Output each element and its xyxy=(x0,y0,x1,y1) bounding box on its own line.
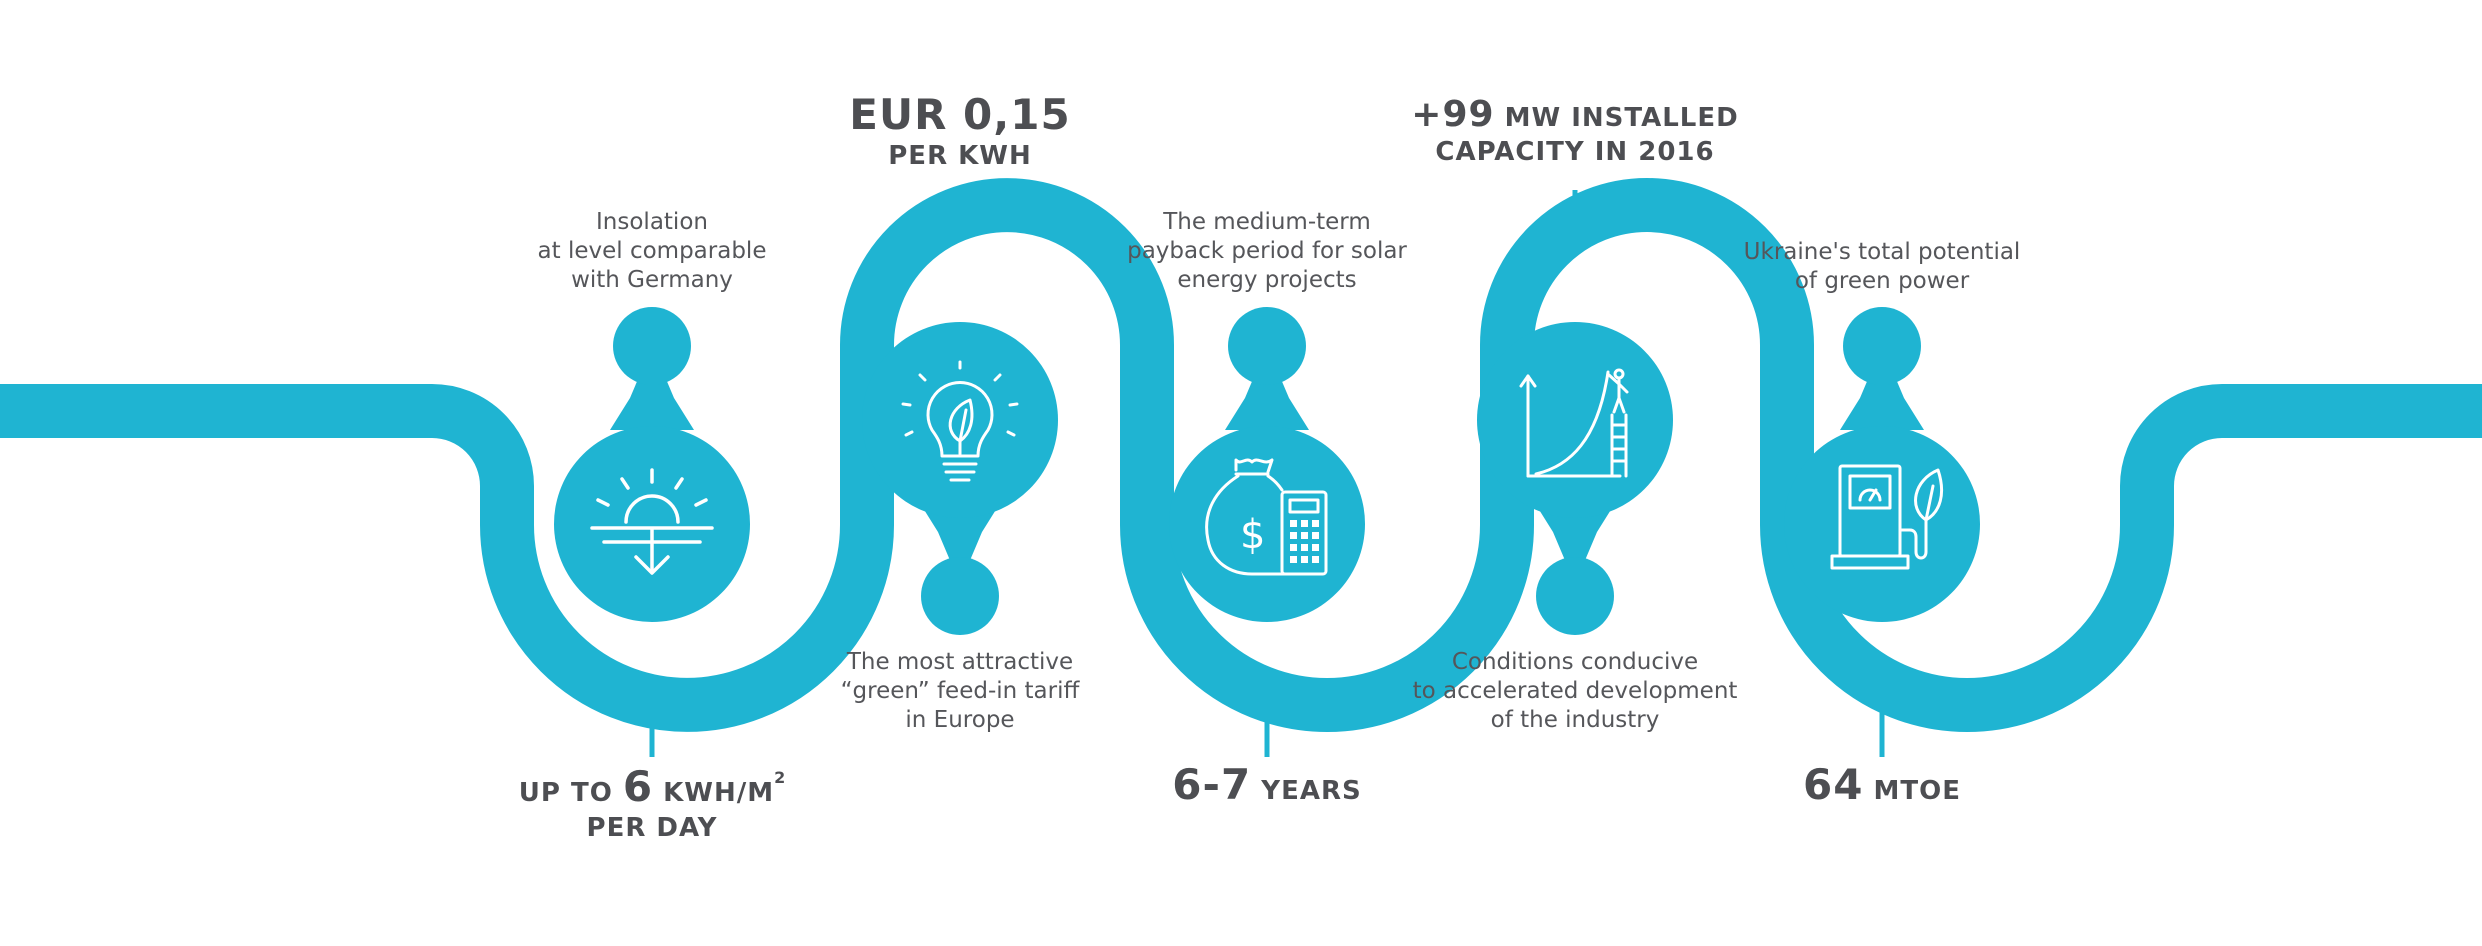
marker-dots xyxy=(613,307,1921,635)
stat-5-unit: MTOE xyxy=(1863,776,1961,806)
description-2-line: The most attractive xyxy=(846,649,1074,675)
description-4-line: of the industry xyxy=(1490,707,1660,733)
fuel-pump-leaf-icon xyxy=(1830,464,1943,570)
stat-1-prefix: UP TO xyxy=(518,778,623,808)
stat-5: 64 MTOE xyxy=(1652,760,2112,809)
description-3-line: payback period for solar xyxy=(1127,238,1407,264)
description-1: Insolation at level comparable with Germ… xyxy=(472,208,832,295)
description-1-line: Insolation xyxy=(596,209,708,235)
description-1-line: with Germany xyxy=(571,267,733,293)
stat-1-unit: KWH/M xyxy=(653,778,775,808)
description-5: Ukraine's total potential of green power xyxy=(1702,238,2062,296)
stat-3-value: 6-7 xyxy=(1172,760,1252,809)
stat-4: +99 MW INSTALLED CAPACITY IN 2016 xyxy=(1345,94,1805,167)
description-4-line: Conditions conducive xyxy=(1451,649,1699,675)
stat-4-value: +99 xyxy=(1411,94,1495,135)
stat-2: EUR 0,15 PER KWH xyxy=(730,90,1190,171)
dollar-sign-glyph: $ xyxy=(1240,512,1265,558)
description-1-line: at level comparable xyxy=(537,238,767,264)
description-3: The medium-term payback period for solar… xyxy=(1087,208,1447,295)
stat-3: 6-7 YEARS xyxy=(1037,760,1497,809)
description-2-line: in Europe xyxy=(905,707,1015,733)
stat-1-line2: PER DAY xyxy=(586,813,718,843)
stat-4-unit: MW INSTALLED xyxy=(1494,103,1739,133)
description-2-line: “green” feed-in tariff xyxy=(840,678,1080,704)
circle-3 xyxy=(1169,426,1365,622)
stat-4-line2: CAPACITY IN 2016 xyxy=(1435,137,1715,167)
circle-5 xyxy=(1784,426,1980,622)
description-5-line: of green power xyxy=(1794,268,1970,294)
wave-path xyxy=(0,178,2482,732)
growth-chart-ladder-icon xyxy=(1519,368,1629,478)
description-5-line: Ukraine's total potential xyxy=(1743,239,2021,265)
stems xyxy=(610,346,1924,584)
description-4-line: to accelerated development xyxy=(1412,678,1738,704)
circle-4 xyxy=(1477,322,1673,518)
description-3-line: The medium-term xyxy=(1163,209,1371,235)
connector-ticks xyxy=(649,190,1885,757)
stat-3-unit: YEARS xyxy=(1251,776,1362,806)
stat-1-superscript: 2 xyxy=(774,768,786,787)
lightbulb-leaf-icon xyxy=(901,360,1019,482)
sun-horizon-icon xyxy=(590,468,714,575)
description-3-line: energy projects xyxy=(1177,267,1357,293)
circle-1 xyxy=(554,426,750,622)
stat-1-value: 6 xyxy=(622,762,654,811)
money-bag-calculator-icon: $ xyxy=(1205,458,1328,576)
stat-1: UP TO 6 KWH/M2 PER DAY xyxy=(422,762,882,843)
circle-2 xyxy=(862,322,1058,518)
icon-circles xyxy=(554,322,1980,622)
description-2: The most attractive “green” feed-in tari… xyxy=(780,648,1140,735)
description-4: Conditions conducive to accelerated deve… xyxy=(1395,648,1755,735)
stat-5-value: 64 xyxy=(1803,760,1864,809)
stat-2-line2: PER KWH xyxy=(888,141,1032,171)
stat-2-value: EUR 0,15 xyxy=(849,90,1071,139)
